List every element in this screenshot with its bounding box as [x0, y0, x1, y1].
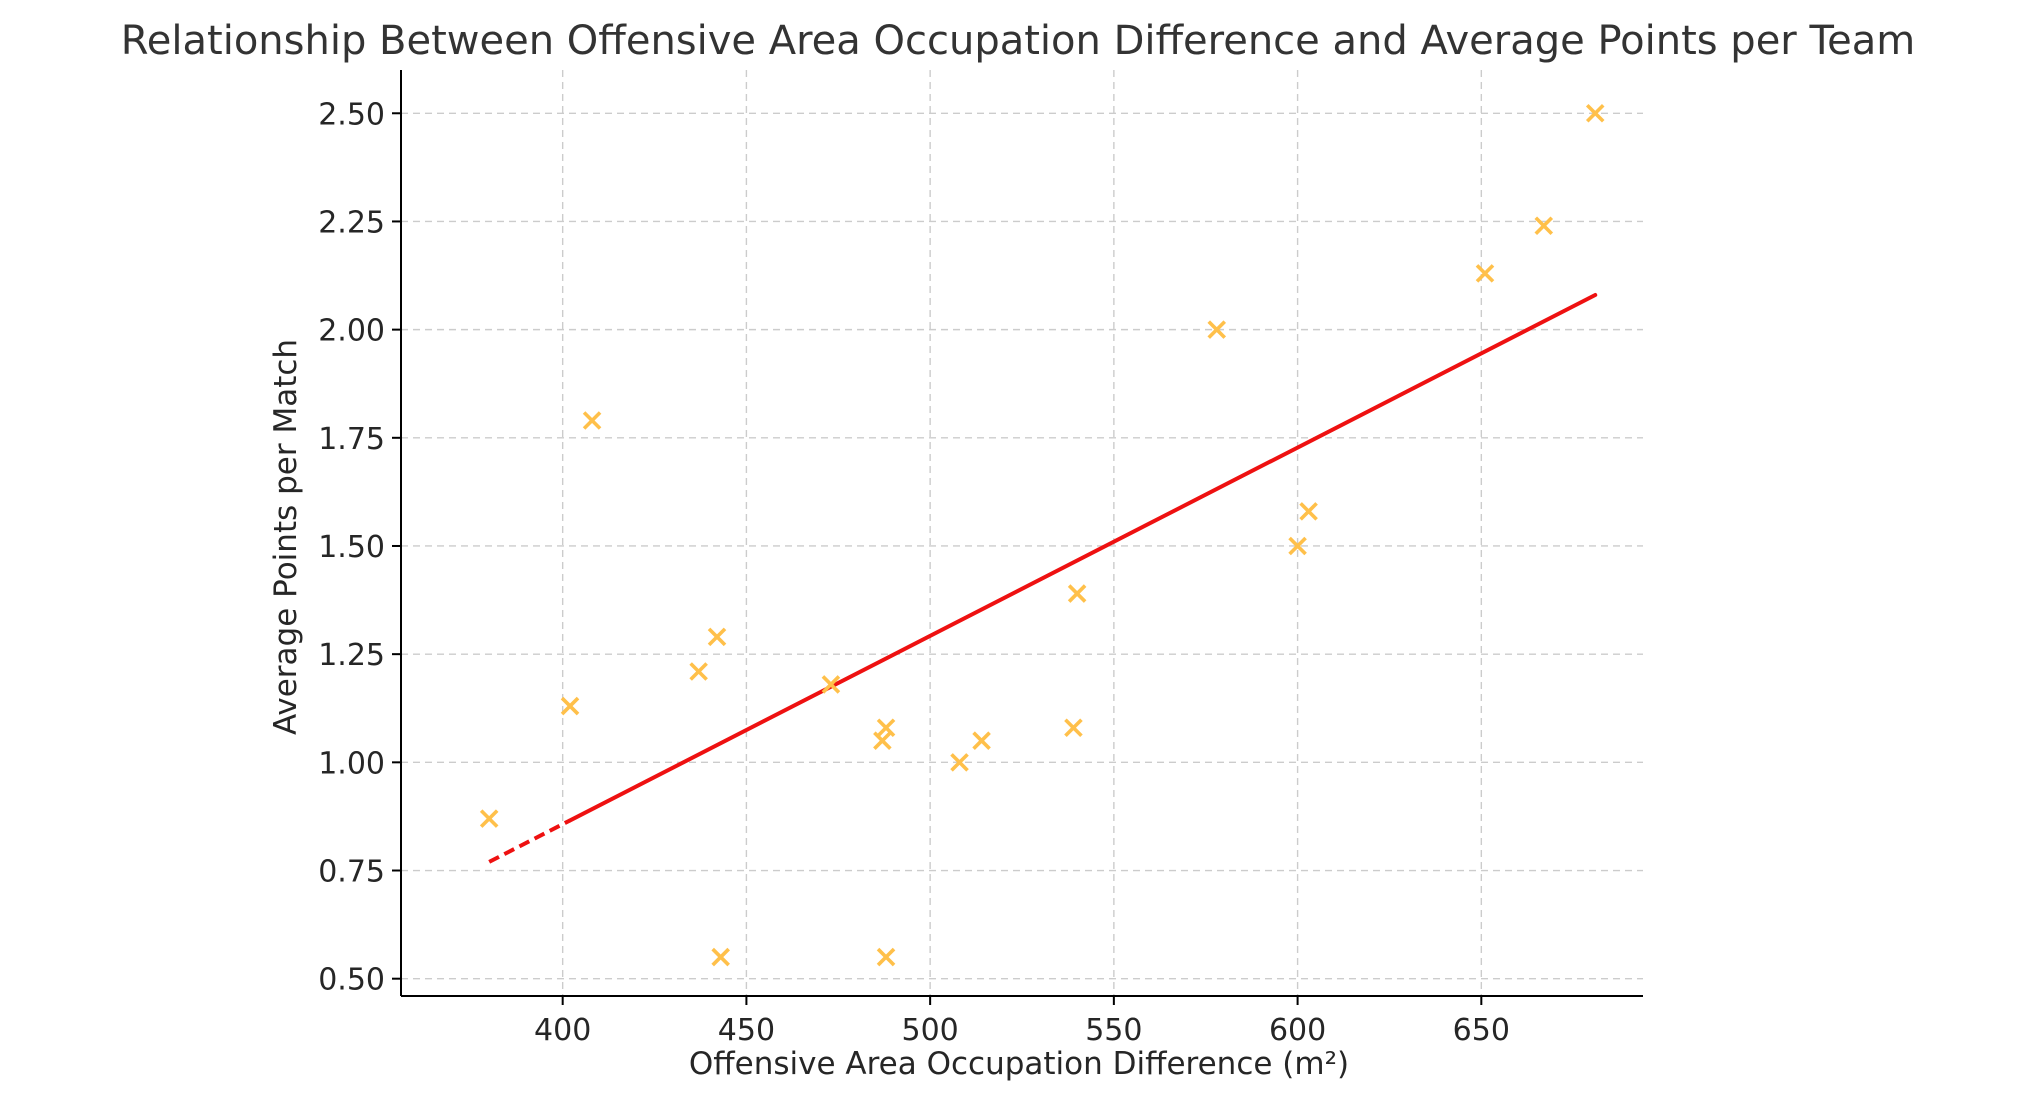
x-tick-label: 400 — [534, 1013, 591, 1048]
data-point — [560, 696, 580, 716]
x-tick-label: 500 — [902, 1013, 959, 1048]
x-tick-label: 450 — [718, 1013, 775, 1048]
data-point — [972, 731, 991, 750]
y-tick-label: 1.50 — [318, 530, 385, 565]
data-point — [1299, 502, 1318, 521]
x-axis-label: Offensive Area Occupation Difference (m²… — [689, 1046, 1349, 1082]
data-point — [1475, 264, 1495, 283]
y-tick-label: 1.75 — [318, 422, 385, 457]
data-point — [1067, 584, 1087, 603]
data-points — [479, 103, 1605, 967]
axes — [400, 70, 1643, 997]
y-tick-label: 0.75 — [318, 855, 385, 890]
data-point — [1207, 320, 1227, 339]
x-tick-label: 600 — [1269, 1013, 1326, 1048]
data-point — [1288, 536, 1307, 556]
data-point — [711, 947, 730, 967]
trend-line-dashed — [488, 818, 571, 864]
data-point — [1585, 103, 1605, 123]
x-axis-ticks: 400 450 500 550 600 650 — [534, 996, 1510, 1048]
y-tick-label: 0.50 — [318, 963, 385, 998]
y-tick-label: 1.00 — [318, 746, 385, 781]
data-point — [950, 753, 969, 772]
data-point — [1064, 718, 1083, 737]
x-tick-label: 650 — [1453, 1013, 1510, 1048]
x-tick-label: 550 — [1085, 1013, 1142, 1048]
data-point — [707, 627, 727, 647]
y-axis-label: Average Points per Match — [268, 339, 304, 735]
data-point — [1534, 216, 1554, 236]
y-tick-label: 2.50 — [318, 97, 385, 132]
trend-line — [568, 293, 1598, 823]
y-tick-label: 2.25 — [318, 205, 385, 240]
y-tick-label: 1.25 — [318, 638, 385, 673]
y-axis-ticks: 0.50 0.75 1.00 1.25 1.50 1.75 2.00 2.25 2.50 — [318, 97, 401, 998]
data-point — [821, 675, 841, 694]
data-point — [479, 809, 499, 828]
trend-line-group — [488, 293, 1598, 864]
y-tick-label: 2.00 — [318, 314, 385, 349]
data-point — [876, 718, 896, 737]
data-point — [876, 947, 896, 967]
grid — [401, 70, 1643, 996]
chart-title: Relationship Between Offensive Area Occu… — [121, 18, 1915, 64]
data-point — [689, 662, 708, 681]
data-point — [873, 731, 892, 750]
data-point — [582, 411, 602, 430]
